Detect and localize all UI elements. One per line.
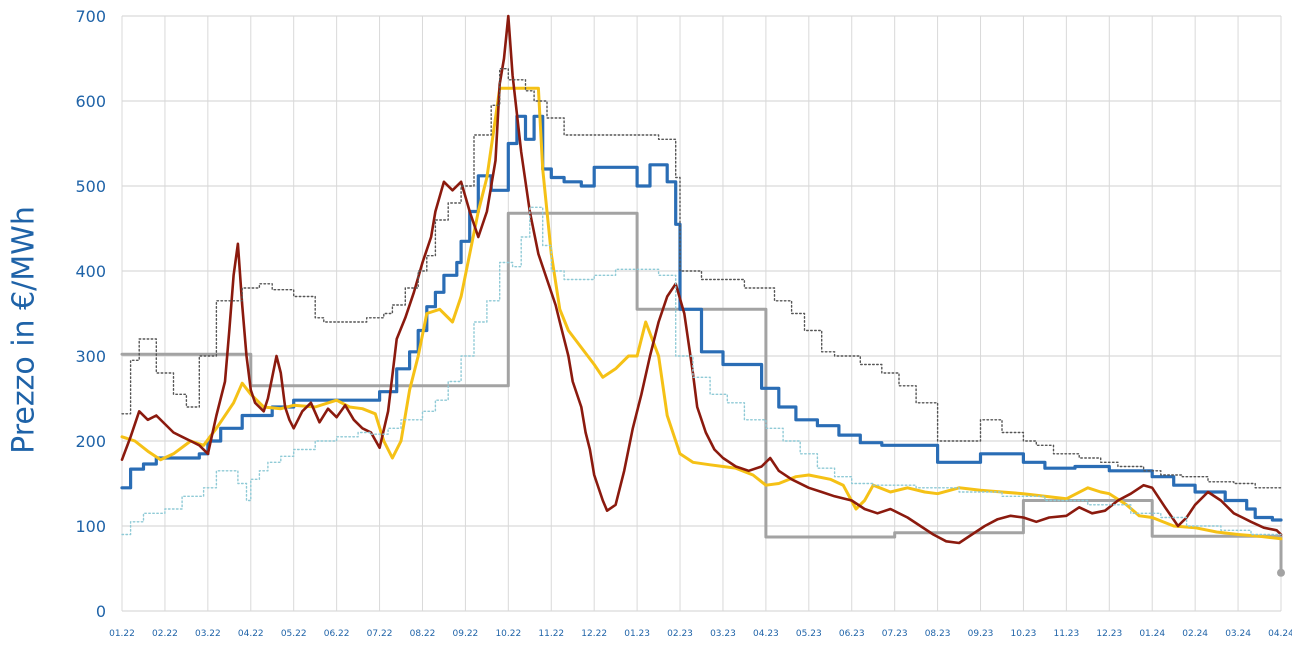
x-tick-label: 09.23 bbox=[968, 629, 994, 639]
y-tick-label: 500 bbox=[75, 177, 106, 196]
x-tick-label: 12.23 bbox=[1096, 629, 1122, 639]
y-tick-label: 100 bbox=[75, 517, 106, 536]
x-tick-label: 03.22 bbox=[195, 629, 221, 639]
x-tick-label: 07.22 bbox=[367, 629, 393, 639]
series-line-darkred bbox=[120, 14, 1283, 545]
x-tick-label: 05.23 bbox=[796, 629, 822, 639]
x-tick-label: 12.22 bbox=[581, 629, 607, 639]
x-tick-label: 11.22 bbox=[538, 629, 564, 639]
x-tick-label: 01.23 bbox=[624, 629, 650, 639]
x-tick-label: 04.24 bbox=[1268, 629, 1292, 639]
x-tick-label: 01.22 bbox=[109, 629, 135, 639]
x-tick-label: 06.22 bbox=[324, 629, 350, 639]
x-tick-label: 02.23 bbox=[667, 629, 693, 639]
x-tick-label: 03.24 bbox=[1225, 629, 1251, 639]
x-tick-label: 03.23 bbox=[710, 629, 736, 639]
x-tick-label: 10.22 bbox=[495, 629, 521, 639]
x-tick-label: 07.23 bbox=[882, 629, 908, 639]
series-line-dotted-grey bbox=[121, 68, 1282, 489]
x-tick-label: 04.23 bbox=[753, 629, 779, 639]
series-end-marker bbox=[1277, 568, 1285, 577]
series-line-gold bbox=[120, 86, 1283, 541]
series-line-dotted-lightblue bbox=[121, 206, 1282, 536]
series-line-grey-step bbox=[120, 211, 1283, 575]
x-tick-label: 02.22 bbox=[152, 629, 178, 639]
x-tick-label: 10.23 bbox=[1011, 629, 1037, 639]
x-tick-label: 11.23 bbox=[1053, 629, 1079, 639]
y-tick-label: 600 bbox=[75, 92, 106, 111]
y-tick-label: 300 bbox=[75, 347, 106, 366]
series-lines bbox=[120, 14, 1285, 577]
x-tick-label: 09.22 bbox=[453, 629, 479, 639]
x-tick-label: 01.24 bbox=[1139, 629, 1165, 639]
x-tick-label: 06.23 bbox=[839, 629, 865, 639]
y-tick-label: 400 bbox=[75, 262, 106, 281]
y-tick-labels: 0 100 200 300 400 500 600 700 bbox=[75, 7, 106, 621]
y-tick-label: 700 bbox=[75, 7, 106, 26]
x-tick-label: 08.23 bbox=[925, 629, 951, 639]
x-tick-label: 02.24 bbox=[1182, 629, 1208, 639]
x-tick-label: 04.22 bbox=[238, 629, 264, 639]
series-line-blue-step bbox=[120, 114, 1283, 522]
x-tick-label: 05.22 bbox=[281, 629, 307, 639]
y-axis-label: Prezzo in €/MWh bbox=[6, 206, 42, 454]
y-tick-label: 0 bbox=[96, 602, 106, 621]
x-tick-labels: 01.22 02.22 03.22 04.22 05.22 06.22 07.22 08.22… bbox=[109, 629, 1292, 639]
x-tick-label: 08.22 bbox=[410, 629, 436, 639]
y-tick-label: 200 bbox=[75, 432, 106, 451]
